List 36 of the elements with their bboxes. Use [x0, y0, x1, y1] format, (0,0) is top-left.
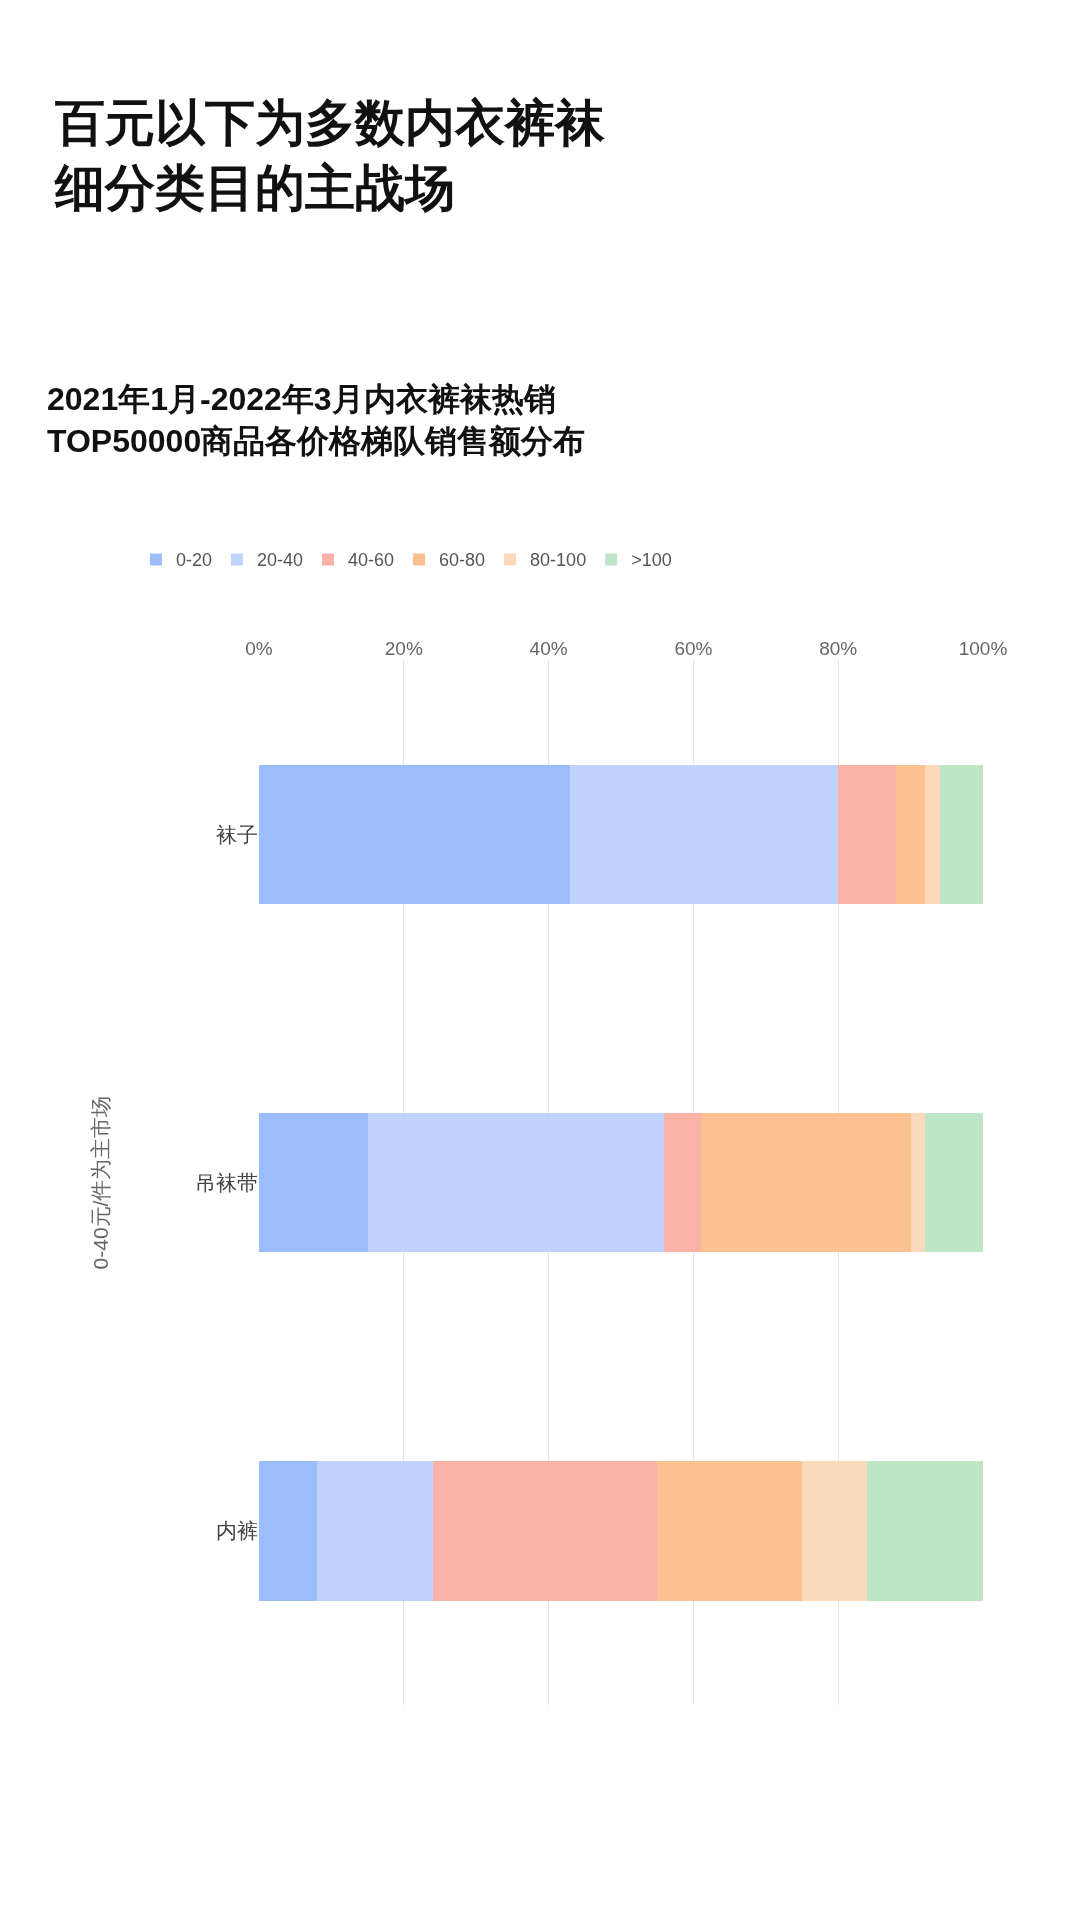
- legend-label: 0-20: [175, 550, 212, 571]
- x-tick-label: 0%: [245, 638, 273, 660]
- chart-title: 百元以下为多数内衣裤袜细分类目的主战场: [54, 95, 606, 216]
- x-tick-label: 60%: [674, 638, 713, 660]
- bar: [570, 764, 839, 904]
- bar: [259, 764, 571, 904]
- bar: [664, 1112, 701, 1253]
- bar: [316, 1461, 433, 1601]
- bar: [939, 764, 983, 904]
- legend-label: 80-100: [530, 550, 587, 571]
- legend-label: 40-60: [348, 550, 395, 571]
- y-tick-label: 吊袜带: [195, 1170, 258, 1194]
- x-tick-label: 80%: [819, 638, 858, 660]
- bar: [432, 1461, 658, 1601]
- bar: [896, 764, 926, 904]
- y-tick-label: 内裤: [216, 1519, 258, 1543]
- bar: [259, 1461, 317, 1601]
- x-tick-label: 100%: [958, 638, 1008, 660]
- bar: [367, 1112, 665, 1253]
- legend-label: 20-40: [256, 550, 303, 571]
- y-axis-title: 0-40元/件为主市场: [89, 1095, 113, 1270]
- bar: [700, 1112, 911, 1253]
- legend-label: 60-80: [439, 550, 486, 571]
- x-tick-label: 40%: [529, 638, 568, 660]
- bar: [867, 1461, 983, 1601]
- bar: [802, 1461, 868, 1601]
- bar: [925, 1112, 983, 1253]
- bar: [925, 764, 940, 904]
- legend-label: >100: [631, 550, 672, 571]
- y-tick-label: 袜子: [216, 822, 258, 846]
- bar: [838, 764, 897, 904]
- x-tick-label: 20%: [384, 638, 423, 660]
- chart-subtitle: 2021年1月-2022年3月内衣裤袜热销 TOP50000商品各价格梯队销售额分布: [47, 381, 586, 459]
- bar: [910, 1112, 926, 1253]
- bar: [657, 1461, 802, 1601]
- bar: [259, 1112, 368, 1253]
